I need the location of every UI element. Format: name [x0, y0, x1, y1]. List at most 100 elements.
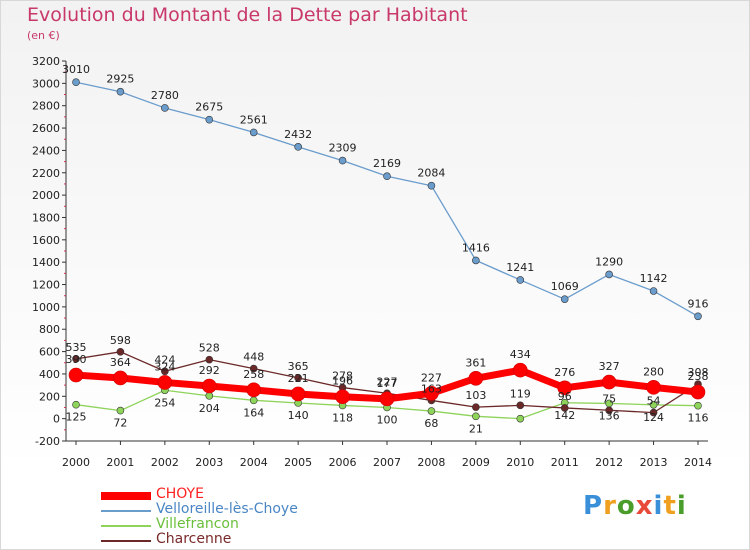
- proxiti-logo: Proxiti: [583, 491, 687, 521]
- data-point: [157, 375, 173, 390]
- x-tick-label: 2002: [151, 456, 179, 469]
- logo-letter: t: [663, 491, 677, 521]
- data-label: 2675: [195, 101, 223, 114]
- logo-letter: i: [653, 491, 664, 521]
- data-point: [472, 412, 480, 421]
- data-label: 72: [113, 417, 127, 430]
- data-label: 177: [377, 377, 398, 390]
- data-point: [649, 408, 658, 417]
- legend-swatch: [101, 540, 151, 542]
- legend-label: Villefrancon: [156, 516, 239, 532]
- x-tick-label: 2005: [284, 456, 312, 469]
- data-point: [201, 378, 217, 394]
- y-tick-label: 2400: [32, 144, 60, 157]
- data-point: [383, 172, 391, 181]
- data-point: [468, 370, 484, 386]
- data-point: [116, 406, 125, 415]
- data-point: [516, 401, 525, 410]
- data-label: 327: [599, 360, 620, 373]
- data-label: 276: [554, 366, 575, 379]
- data-label: 258: [243, 368, 264, 381]
- data-point: [338, 156, 347, 165]
- data-label: 118: [332, 411, 353, 424]
- y-tick-label: 1000: [32, 301, 60, 314]
- data-label: 916: [688, 297, 709, 310]
- data-label: 528: [199, 342, 220, 355]
- data-point: [557, 380, 573, 396]
- data-label: 598: [110, 334, 131, 347]
- data-point: [246, 382, 262, 398]
- data-label: 75: [602, 392, 616, 405]
- y-tick-label: 600: [39, 346, 60, 359]
- data-point: [294, 374, 302, 382]
- x-tick-label: 2011: [551, 456, 579, 469]
- data-label: 2925: [106, 73, 134, 86]
- data-point: [427, 407, 436, 415]
- data-point: [72, 355, 80, 363]
- x-tick-label: 2009: [462, 456, 490, 469]
- data-point: [161, 104, 169, 112]
- y-tick-label: 800: [39, 323, 60, 336]
- data-label: 68: [424, 417, 438, 430]
- y-tick-label: 2600: [32, 122, 60, 135]
- data-label: 2780: [151, 89, 179, 102]
- legend-label: Charcenne: [156, 531, 232, 547]
- data-point: [605, 270, 613, 279]
- data-point: [116, 87, 125, 96]
- data-point: [560, 404, 569, 412]
- data-label: 221: [288, 372, 309, 385]
- data-label: 2084: [417, 167, 445, 180]
- data-label: 2432: [284, 128, 312, 141]
- legend-swatch: [101, 510, 151, 512]
- data-label: 280: [643, 365, 664, 378]
- data-label: 278: [332, 370, 353, 383]
- data-label: 142: [554, 409, 575, 422]
- logo-letter: P: [583, 491, 604, 521]
- data-label: 21: [469, 422, 483, 435]
- data-label: 2561: [240, 113, 268, 126]
- y-tick-label: 2200: [32, 167, 60, 180]
- data-label: 292: [199, 364, 220, 377]
- data-point: [335, 389, 350, 405]
- data-point: [516, 414, 525, 423]
- chart-unit: (en €): [27, 29, 60, 42]
- data-point: [605, 406, 613, 415]
- logo-letter: r: [603, 491, 617, 521]
- data-label: 116: [688, 412, 709, 425]
- data-point: [113, 370, 128, 386]
- data-label: 163: [421, 382, 442, 395]
- legend-swatch: [101, 492, 151, 500]
- data-point: [649, 400, 658, 409]
- x-tick-label: 2012: [595, 456, 623, 469]
- data-point: [601, 374, 617, 390]
- data-label: 1142: [640, 272, 668, 285]
- x-tick-label: 2010: [506, 456, 534, 469]
- x-tick-label: 2007: [373, 456, 401, 469]
- y-tick-label: 3200: [32, 55, 60, 68]
- data-point: [379, 391, 395, 407]
- legend-label: Velloreille-lès-Choye: [156, 501, 298, 517]
- data-label: 124: [643, 411, 664, 424]
- data-point: [290, 386, 306, 402]
- data-label: 196: [332, 375, 353, 388]
- data-point: [512, 362, 528, 378]
- logo-letter: x: [635, 491, 654, 521]
- data-point: [516, 276, 525, 284]
- y-tick-label: 1600: [32, 234, 60, 247]
- data-point: [427, 181, 436, 190]
- data-label: 448: [243, 351, 264, 364]
- data-point: [205, 355, 214, 364]
- legend-label: CHOYE: [156, 486, 204, 502]
- data-point: [472, 403, 480, 411]
- data-point: [646, 380, 661, 395]
- x-tick-label: 2003: [195, 456, 223, 469]
- data-label: 204: [199, 402, 220, 415]
- x-tick-label: 2000: [62, 456, 90, 469]
- legend-swatch: [101, 525, 151, 527]
- data-point: [249, 364, 258, 373]
- x-tick-label: 2004: [240, 456, 268, 469]
- data-point: [68, 367, 84, 383]
- data-point: [249, 128, 258, 137]
- y-tick-label: 200: [39, 390, 60, 403]
